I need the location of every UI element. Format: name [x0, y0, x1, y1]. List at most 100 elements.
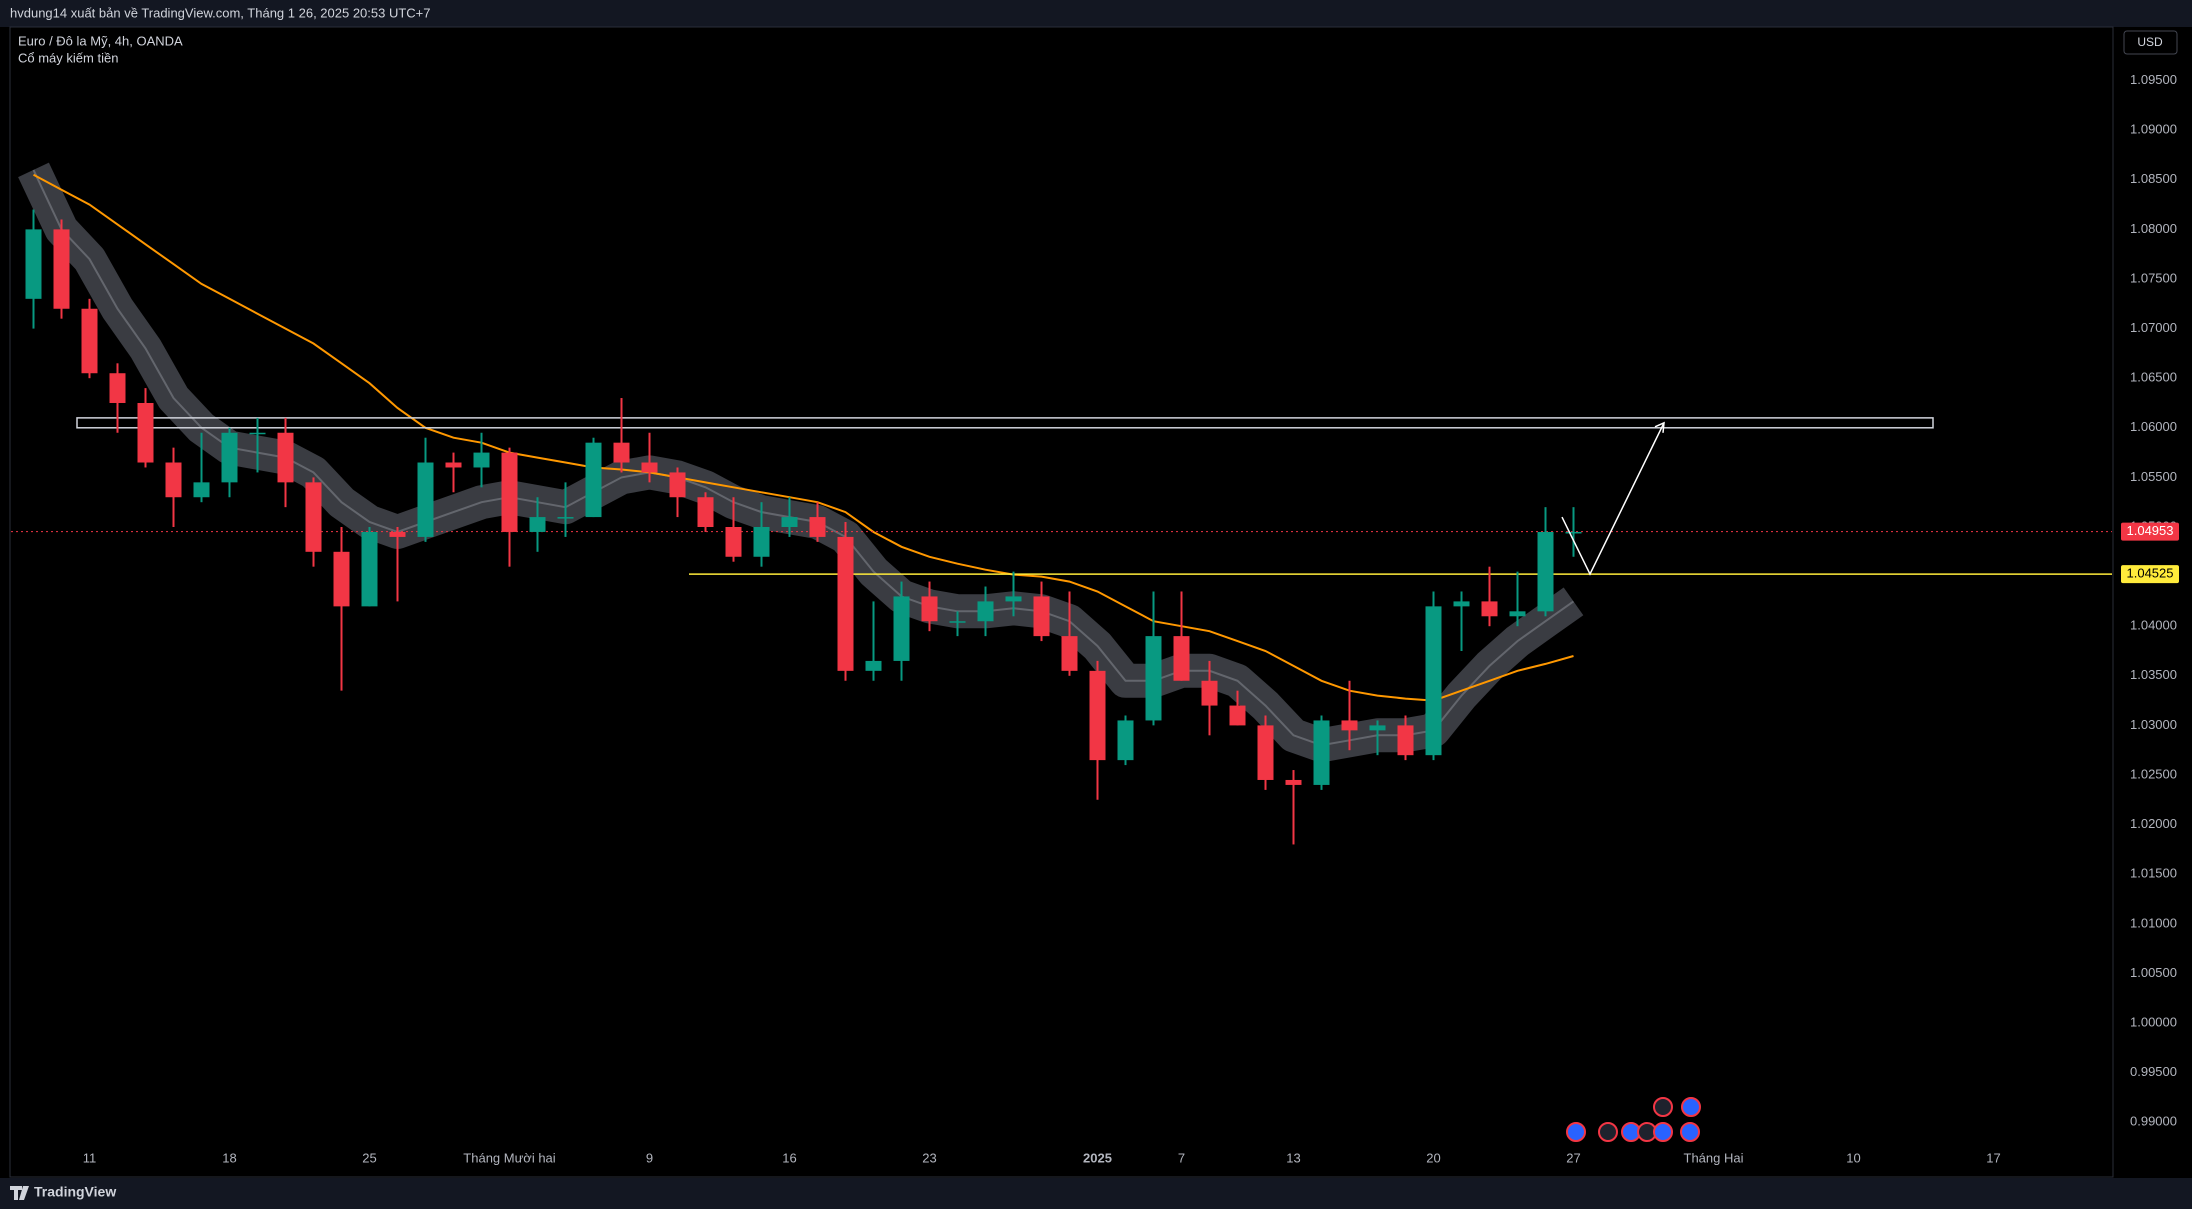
- candle-body: [1341, 720, 1358, 731]
- currency[interactable]: USD: [2137, 35, 2163, 49]
- y-tick-label: 1.02000: [2130, 816, 2177, 831]
- x-tick-label: 17: [1986, 1150, 2000, 1165]
- candle-body: [1537, 531, 1554, 612]
- candle-body: [1313, 720, 1330, 785]
- candle-body: [669, 472, 686, 498]
- candle-body: [137, 402, 154, 463]
- candle-body: [1173, 636, 1190, 681]
- candle-body: [949, 621, 966, 623]
- candle-body: [585, 442, 602, 518]
- candle-body: [809, 517, 826, 537]
- candle-body: [1481, 601, 1498, 617]
- candle-body: [305, 482, 322, 552]
- candle-body: [613, 442, 630, 463]
- candle-body: [501, 452, 518, 532]
- y-tick-label: 0.99000: [2130, 1114, 2177, 1129]
- candle-body: [1565, 531, 1582, 534]
- candle-body: [165, 462, 182, 498]
- candle-body: [109, 373, 126, 403]
- x-tick-label: 20: [1426, 1150, 1440, 1165]
- y-tick-label: 1.01500: [2130, 866, 2177, 881]
- y-tick-label: 1.08500: [2130, 171, 2177, 186]
- candle-body: [865, 660, 882, 671]
- y-tick-label: 1.03500: [2130, 667, 2177, 682]
- candle-body: [473, 452, 490, 468]
- candle-body: [1397, 725, 1414, 756]
- candle-body: [1201, 680, 1218, 706]
- x-tick-label: 11: [83, 1150, 97, 1165]
- currency-button[interactable]: [2123, 30, 2178, 55]
- candle-body: [249, 432, 266, 435]
- y-tick-label: 1.00500: [2130, 965, 2177, 980]
- header: hvdung14 xuất bản về TradingView.com, Th…: [10, 5, 431, 20]
- brand: TradingView: [34, 1184, 116, 1200]
- candle-body: [445, 462, 462, 468]
- x-tick-label: 9: [646, 1150, 653, 1165]
- zone: [76, 417, 1934, 429]
- candle-body: [1145, 636, 1162, 721]
- logo: [10, 1186, 29, 1200]
- candle-body: [389, 531, 406, 537]
- candle-body: [781, 517, 798, 527]
- candle-body: [417, 462, 434, 537]
- candle-body: [725, 526, 742, 557]
- y-tick-label: 0.99500: [2130, 1064, 2177, 1079]
- candle-body: [81, 308, 98, 374]
- y-tick-label: 1.06500: [2130, 370, 2177, 385]
- candle-body: [1369, 725, 1386, 731]
- x-tick-label: 13: [1286, 1150, 1300, 1165]
- candle-body: [753, 526, 770, 557]
- candle-body: [1425, 606, 1442, 756]
- candle-body: [1285, 779, 1302, 785]
- plot: [11, 162, 2112, 845]
- candle-body: [529, 517, 546, 532]
- y-tick-label: 1.02500: [2130, 766, 2177, 781]
- candle-body: [837, 536, 854, 671]
- price-tag: [2121, 565, 2179, 584]
- candle-body: [1033, 596, 1050, 637]
- event-icon[interactable]: [1681, 1097, 1701, 1117]
- candle-body: [53, 229, 70, 309]
- x-tick-label: 25: [362, 1150, 376, 1165]
- y-tick-label: 1.09000: [2130, 122, 2177, 137]
- top-bar: [0, 0, 2192, 27]
- price-tag-label: 1.04525: [2127, 566, 2174, 581]
- candle-body: [697, 497, 714, 527]
- event-icon[interactable]: [1566, 1122, 1586, 1142]
- x-tick-label: 7: [1178, 1150, 1185, 1165]
- y-tick-label: 1.05500: [2130, 469, 2177, 484]
- x-tick-label: 2025: [1083, 1150, 1112, 1165]
- candle-body: [557, 517, 574, 519]
- candle-body: [277, 432, 294, 483]
- arrow-head: [1654, 421, 1665, 433]
- candle-body: [1509, 611, 1526, 617]
- x-tick-label: 10: [1846, 1150, 1860, 1165]
- y-tick-label: 1.07500: [2130, 270, 2177, 285]
- y-tick-label: 1.06000: [2130, 419, 2177, 434]
- event-icon[interactable]: [1680, 1122, 1700, 1142]
- y-tick-label: 1.01000: [2130, 915, 2177, 930]
- candle-body: [193, 482, 210, 498]
- price-tag-label: 1.04953: [2127, 523, 2174, 538]
- y-tick-label: 1.08000: [2130, 221, 2177, 236]
- event-icons: [1566, 1097, 1701, 1142]
- y-tick-label: 1.00000: [2130, 1014, 2177, 1029]
- event-icon[interactable]: [1653, 1097, 1673, 1117]
- x-tick-label: Tháng Mười hai: [463, 1150, 555, 1165]
- candle-body: [361, 531, 378, 607]
- candle-body: [641, 462, 658, 473]
- x-tick-label: 18: [222, 1150, 236, 1165]
- y-tick-label: 1.07000: [2130, 320, 2177, 335]
- candle-body: [333, 551, 350, 607]
- y-tick-label: 1.09500: [2130, 72, 2177, 87]
- event-icon[interactable]: [1653, 1122, 1673, 1142]
- candle-body: [1453, 601, 1470, 607]
- x-tick-label: 16: [782, 1150, 796, 1165]
- candle-body: [1117, 720, 1134, 761]
- moving-average: [33, 173, 1574, 702]
- candle-body: [1005, 596, 1022, 602]
- candle-body: [977, 601, 994, 622]
- event-icon[interactable]: [1598, 1122, 1618, 1142]
- candle-body: [1089, 670, 1106, 761]
